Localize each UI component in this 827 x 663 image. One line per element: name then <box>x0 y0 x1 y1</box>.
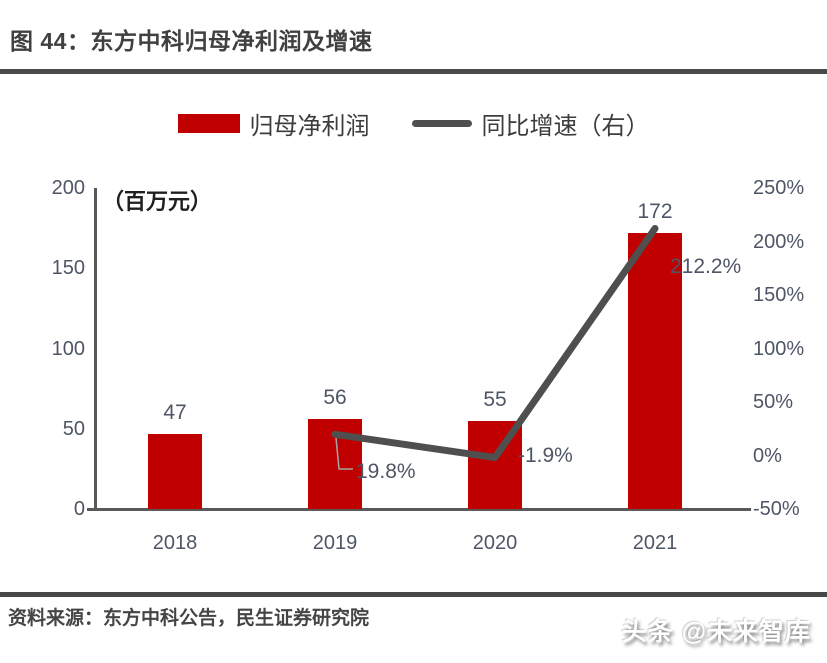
left-axis-tick: 150 <box>51 257 85 280</box>
chart-legend: 归母净利润 同比增速（右） <box>0 106 827 141</box>
legend-item-net-profit: 归母净利润 <box>177 106 370 141</box>
bar-2020 <box>468 420 522 509</box>
legend-item-growth: 同比增速（右） <box>411 106 650 141</box>
bar-value-label: 56 <box>323 386 347 410</box>
category-label-2020: 2020 <box>472 532 518 554</box>
category-label-2019: 2019 <box>312 532 358 554</box>
bar-value-label: 172 <box>637 199 673 223</box>
left-axis-tick: 100 <box>51 337 85 360</box>
bar-series-swatch <box>177 114 240 133</box>
right-axis-tick: 0% <box>753 444 782 467</box>
left-axis-tick: 200 <box>51 177 85 199</box>
line-series-swatch <box>411 120 472 127</box>
watermark-text: 头条 @未来智库 <box>621 618 811 646</box>
source-note: 资料来源：东方中科公告，民生证券研究院 <box>8 608 370 629</box>
growth-value-label: -1.9% <box>518 444 573 467</box>
x-axis-line <box>87 508 751 511</box>
title-divider <box>0 69 827 74</box>
growth-value-label: 19.8% <box>356 460 416 483</box>
left-axis-tick: 50 <box>62 417 85 440</box>
line-series-label: 同比增速（右） <box>481 113 650 140</box>
right-axis-tick: 250% <box>753 177 805 199</box>
left-axis-tick: 0 <box>73 498 85 520</box>
figure-title: 图 44：东方中科归母净利润及增速 <box>10 28 373 54</box>
category-label-2018: 2018 <box>152 532 198 554</box>
bar-series-label: 归母净利润 <box>249 113 370 140</box>
right-axis-tick: 100% <box>753 337 805 360</box>
bar-value-label: 47 <box>163 400 187 424</box>
bar-2018 <box>148 433 202 509</box>
footer-divider <box>0 592 827 597</box>
bar-2019 <box>308 419 362 509</box>
right-axis-tick: 150% <box>753 284 805 306</box>
right-axis-tick: 50% <box>753 391 794 413</box>
bar-value-label: 55 <box>483 387 507 411</box>
right-axis-tick: -50% <box>753 498 800 520</box>
growth-value-label: 212.2% <box>670 255 742 278</box>
category-label-2021: 2021 <box>632 532 678 554</box>
axis-unit-label: （百万元） <box>102 189 213 214</box>
right-axis-tick: 200% <box>753 230 805 253</box>
left-axis-line <box>94 188 97 511</box>
